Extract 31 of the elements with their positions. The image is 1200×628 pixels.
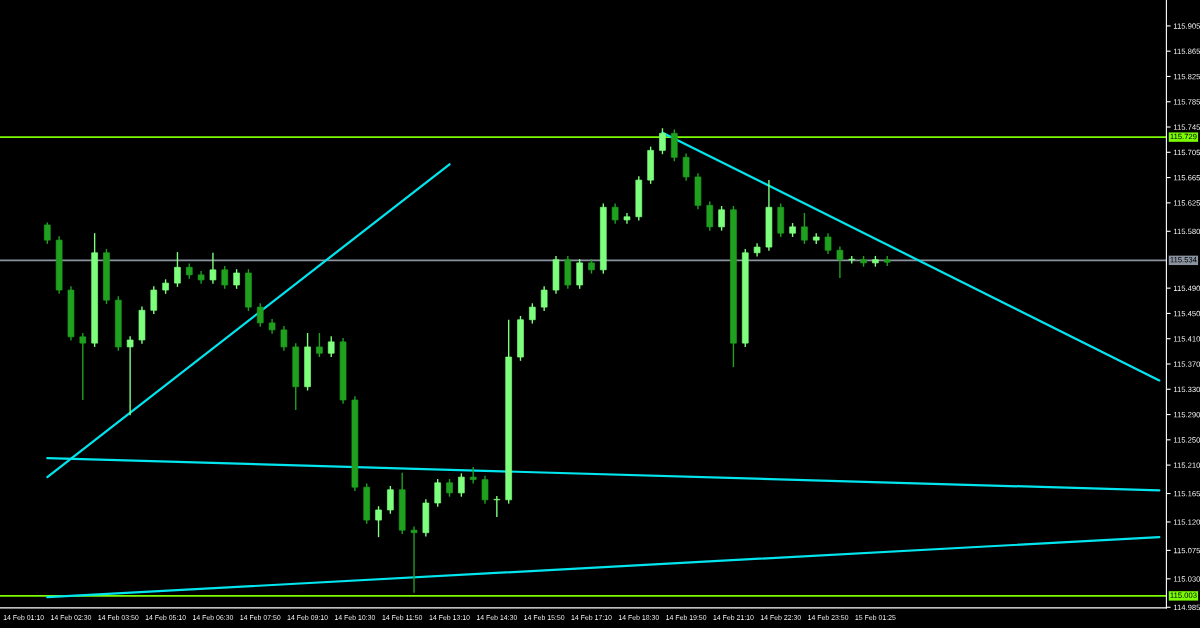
candlestick <box>233 268 240 290</box>
candlestick <box>682 152 690 182</box>
candlestick <box>410 525 418 594</box>
candlestick <box>469 466 477 485</box>
candlestick <box>150 285 158 315</box>
candlestick <box>209 252 217 285</box>
candlestick <box>327 335 335 358</box>
candlestick <box>387 485 394 515</box>
candlestick <box>375 505 382 538</box>
candlestick <box>493 495 501 518</box>
candlestick <box>659 127 666 155</box>
candlestick <box>280 325 288 352</box>
candlestick <box>611 202 619 225</box>
candlestick <box>706 200 714 232</box>
candlestick <box>221 265 229 290</box>
candlestick <box>529 302 536 325</box>
candlestick <box>79 332 87 401</box>
candlestick <box>481 475 489 505</box>
candlestick <box>836 245 844 279</box>
candlestick <box>174 251 181 288</box>
candlestick <box>458 472 465 498</box>
candlestick <box>801 212 808 245</box>
candlestick <box>44 221 51 245</box>
candlestick <box>256 302 264 328</box>
candlestick <box>540 285 548 312</box>
candlestick <box>824 232 832 255</box>
candlestick <box>718 205 725 232</box>
candlestick <box>316 332 323 358</box>
candlestick <box>434 478 441 508</box>
candlestick <box>576 258 583 290</box>
candlestick <box>126 335 134 416</box>
